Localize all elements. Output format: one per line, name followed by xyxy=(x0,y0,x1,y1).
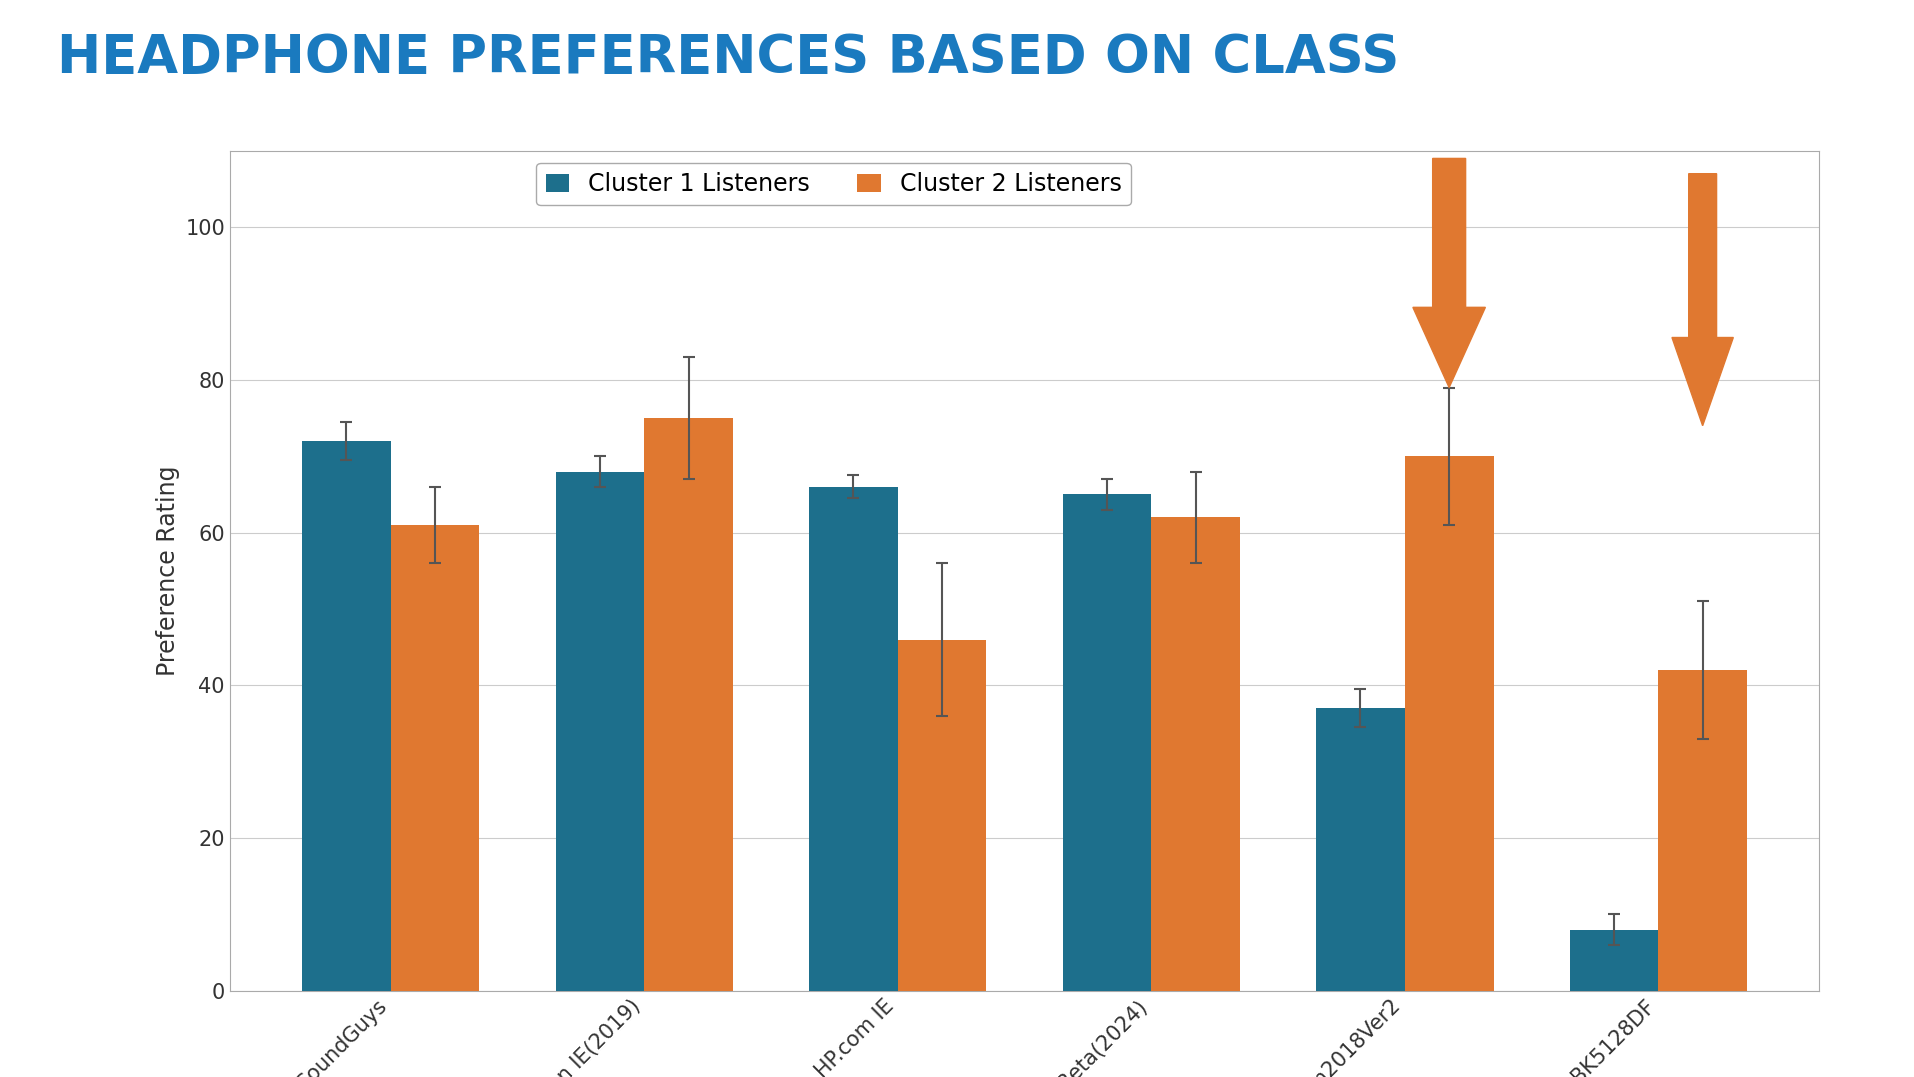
Bar xyxy=(302,440,390,991)
Bar xyxy=(643,418,733,991)
Bar xyxy=(898,640,986,991)
Bar xyxy=(1658,670,1746,991)
FancyArrow shape xyxy=(1413,158,1485,388)
Legend: Cluster 1 Listeners, Cluster 2 Listeners: Cluster 1 Listeners, Cluster 2 Listeners xyxy=(536,163,1131,206)
Bar xyxy=(808,487,898,991)
Text: HEADPHONE PREFERENCES BASED ON CLASS: HEADPHONE PREFERENCES BASED ON CLASS xyxy=(57,32,1399,84)
Bar xyxy=(1569,929,1658,991)
Bar xyxy=(390,524,478,991)
Bar xyxy=(1315,709,1405,991)
Bar xyxy=(1062,494,1150,991)
FancyArrow shape xyxy=(1671,173,1732,425)
Bar xyxy=(1150,517,1240,991)
Bar xyxy=(1405,457,1493,991)
Bar xyxy=(555,472,643,991)
Y-axis label: Preference Rating: Preference Rating xyxy=(155,465,180,676)
